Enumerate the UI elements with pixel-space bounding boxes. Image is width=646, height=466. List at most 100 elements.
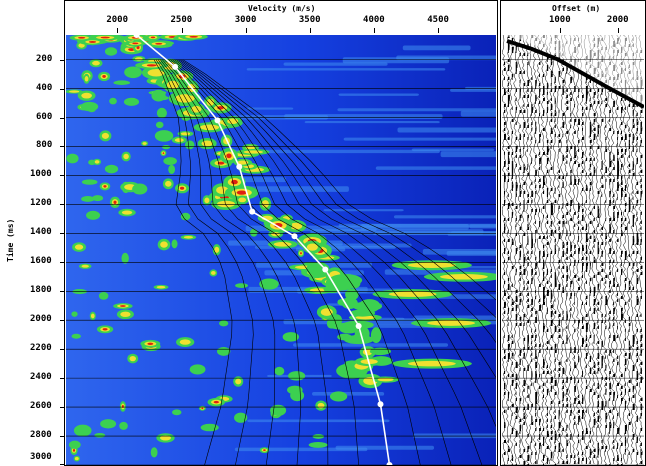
- time-tick-label: 1600: [30, 256, 52, 267]
- time-tick-label: 200: [36, 53, 53, 64]
- semblance-blob-peak: [231, 179, 238, 185]
- semblance-blob: [68, 440, 81, 449]
- offset-tick-mark: [559, 28, 561, 33]
- semblance-blob-core: [81, 264, 89, 268]
- velocity-pick-point[interactable]: [249, 208, 256, 215]
- semblance-blob: [94, 432, 106, 438]
- semblance-blob: [119, 421, 128, 430]
- velocity-guide-curve: [159, 59, 302, 465]
- semblance-blob-peak: [189, 35, 198, 38]
- semblance-streak: [283, 62, 388, 66]
- velocity-guide-curve: [176, 59, 496, 379]
- velocity-pick-point[interactable]: [172, 63, 179, 70]
- velocity-guide-curve: [153, 59, 233, 465]
- semblance-streak: [460, 110, 496, 117]
- semblance-blob-core: [407, 262, 456, 268]
- semblance-blob-peak: [146, 64, 157, 67]
- semblance-streak: [342, 57, 450, 64]
- semblance-streak: [469, 224, 496, 229]
- semblance-streak: [241, 177, 287, 183]
- gather-trace: [587, 35, 593, 465]
- time-tick-mark: [60, 291, 65, 293]
- semblance-blob: [328, 322, 358, 330]
- semblance-streak: [227, 149, 440, 154]
- velocity-pick-point[interactable]: [322, 266, 329, 273]
- semblance-blob: [81, 196, 95, 202]
- time-tick-mark: [60, 146, 65, 148]
- gather-trace: [599, 35, 604, 465]
- velocity-pick-point[interactable]: [386, 462, 393, 465]
- time-tick-label: 3000: [30, 452, 52, 462]
- semblance-blob-core: [121, 210, 133, 215]
- time-tick-label: 1000: [30, 169, 52, 180]
- semblance-blob: [219, 320, 229, 327]
- gather-trace-fill: [535, 38, 538, 464]
- gather-trace-fill: [546, 47, 549, 464]
- semblance-blob-peak: [179, 186, 185, 190]
- semblance-blob: [157, 95, 169, 101]
- semblance-streak: [360, 224, 469, 230]
- time-tick-label: 1400: [30, 227, 52, 238]
- semblance-blob: [184, 140, 195, 150]
- semblance-blob: [100, 419, 117, 429]
- semblance-blob: [308, 442, 328, 448]
- semblance-blob: [306, 262, 330, 277]
- gather-trace-fill: [617, 38, 620, 465]
- semblance-blob: [124, 66, 142, 79]
- semblance-blob-core: [84, 76, 89, 82]
- semblance-blob: [329, 391, 348, 402]
- semblance-streak: [284, 114, 443, 120]
- time-tick-mark: [60, 320, 65, 322]
- semblance-blob: [71, 311, 78, 317]
- velocity-pick-point[interactable]: [291, 233, 298, 240]
- velocity-pick-point[interactable]: [355, 323, 362, 330]
- semblance-streak: [234, 447, 368, 452]
- semblance-blob-core: [243, 150, 263, 154]
- semblance-blob: [121, 252, 129, 264]
- semblance-blob-core: [204, 197, 210, 204]
- semblance-blob-peak: [103, 185, 107, 188]
- gather-trace-fill: [609, 56, 612, 465]
- velocity-pick-point[interactable]: [377, 401, 384, 408]
- velocity-pick-point[interactable]: [133, 35, 140, 38]
- gather-trace-fill: [527, 44, 530, 465]
- semblance-blob: [341, 297, 358, 310]
- semblance-blob-core: [273, 241, 292, 247]
- gather-background: [502, 35, 644, 465]
- time-tick-mark: [60, 407, 65, 409]
- semblance-blob: [217, 346, 231, 356]
- gather-trace-fill: [597, 38, 600, 465]
- semblance-blob-core: [235, 378, 242, 385]
- semblance-blob: [312, 434, 325, 439]
- semblance-blob-peak: [300, 252, 302, 255]
- velocity-guide-curve: [170, 59, 452, 465]
- semblance-blob-core: [214, 246, 220, 253]
- semblance-blob: [80, 101, 99, 112]
- seismic-gather-plot[interactable]: [502, 35, 644, 465]
- velocity-pick-point[interactable]: [214, 117, 221, 124]
- gather-trace-fill: [582, 95, 584, 461]
- gather-trace-fill: [523, 44, 526, 465]
- velocity-guide-curve: [178, 59, 496, 344]
- gather-trace: [509, 35, 515, 465]
- semblance-blob: [72, 289, 87, 295]
- gather-trace-fill: [589, 50, 592, 464]
- gather-trace-fill: [570, 38, 573, 458]
- gather-trace-fill: [628, 44, 631, 455]
- semblance-streak: [451, 231, 496, 234]
- semblance-plot[interactable]: [66, 35, 496, 465]
- gather-trace: [525, 35, 530, 465]
- velocity-guide-curve: [155, 59, 254, 465]
- time-tick-mark: [60, 204, 65, 206]
- time-tick-mark: [60, 464, 65, 465]
- semblance-blob: [189, 364, 206, 375]
- time-tick-mark: [60, 436, 65, 438]
- gather-trace-fill: [613, 41, 616, 461]
- semblance-blob: [168, 164, 176, 174]
- semblance-blob: [370, 327, 382, 344]
- semblance-streak: [246, 107, 294, 110]
- velocity-pick-point[interactable]: [236, 163, 243, 170]
- time-tick-label: 1200: [30, 198, 52, 209]
- velocity-guide-curve: [182, 59, 496, 301]
